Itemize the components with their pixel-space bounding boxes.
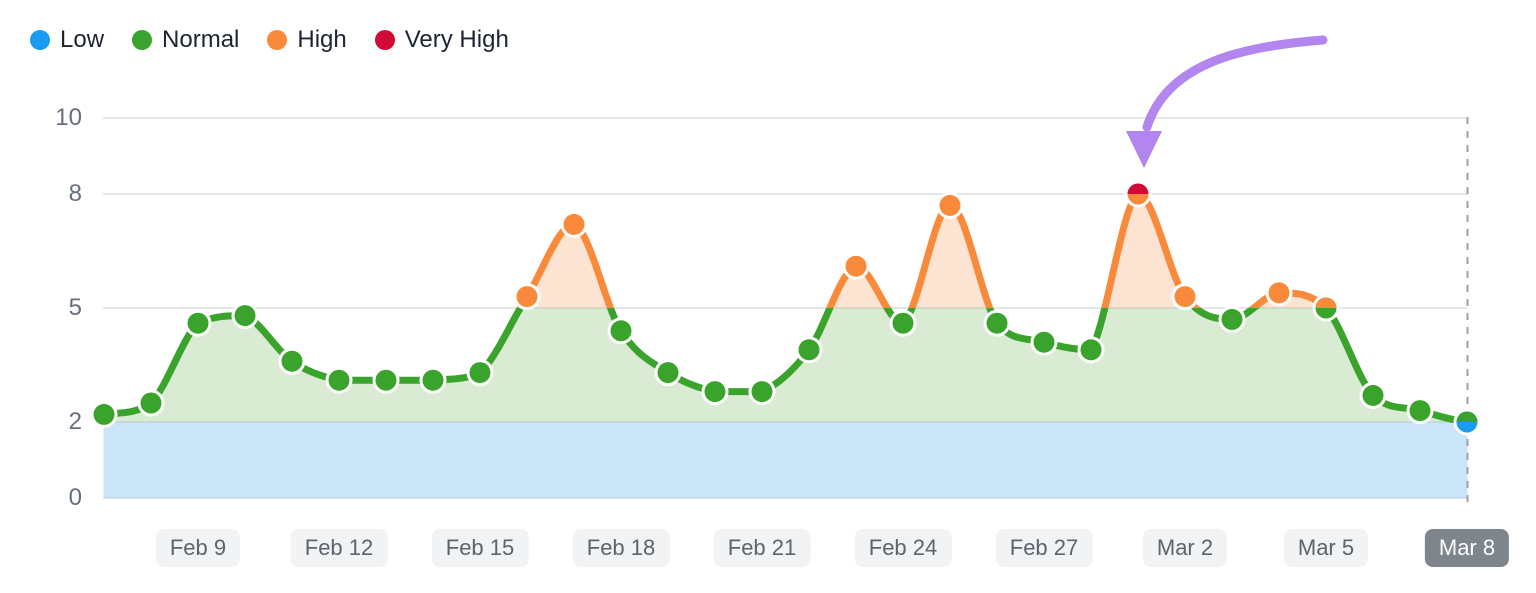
high-area-fill [520, 194, 1326, 308]
annotation-arrow [1126, 35, 1328, 168]
legend-label: Normal [162, 26, 240, 53]
legend-label: Very High [404, 26, 509, 53]
data-point-feb-10[interactable] [231, 302, 259, 330]
data-point-feb-9[interactable] [184, 309, 212, 337]
legend-item-very-high: Very High [374, 26, 509, 54]
y-axis-label-0: 0 [68, 484, 82, 511]
data-point-feb-19[interactable] [654, 359, 682, 387]
data-point-feb-16[interactable] [513, 283, 541, 311]
data-point-feb-7[interactable] [90, 400, 118, 428]
legend: Low Normal High Very High [30, 26, 509, 54]
y-axis-label-10: 10 [55, 104, 82, 131]
x-axis-label-feb-24[interactable]: Feb 24 [854, 529, 952, 567]
data-point-feb-24[interactable] [889, 309, 917, 337]
data-point-feb-8[interactable] [137, 389, 165, 417]
very-high-dot-icon [374, 30, 395, 50]
data-point-feb-12[interactable] [325, 366, 353, 394]
normal-dot-icon [132, 30, 153, 50]
data-point-feb-26[interactable] [983, 309, 1011, 337]
data-point-feb-22[interactable] [795, 336, 823, 364]
data-point-mar-3[interactable] [1218, 305, 1246, 333]
data-point-feb-17[interactable] [560, 210, 588, 238]
data-point-feb-28[interactable] [1077, 336, 1105, 364]
data-point-mar-4[interactable] [1265, 279, 1293, 307]
data-point-mar-2[interactable] [1171, 283, 1199, 311]
x-axis-label-feb-21[interactable]: Feb 21 [713, 529, 811, 567]
data-point-feb-20[interactable] [701, 378, 729, 406]
data-point-feb-27[interactable] [1030, 328, 1058, 356]
legend-item-low: Low [30, 26, 104, 54]
low-dot-icon [30, 30, 50, 50]
x-axis-label-feb-12[interactable]: Feb 12 [290, 529, 388, 567]
data-point-feb-25[interactable] [936, 191, 964, 219]
x-axis-label-mar-2[interactable]: Mar 2 [1142, 529, 1228, 567]
legend-label: Low [60, 26, 105, 53]
legend-item-high: High [267, 26, 347, 54]
x-axis-label-feb-27[interactable]: Feb 27 [995, 529, 1093, 567]
x-axis-label-feb-15[interactable]: Feb 15 [431, 529, 529, 567]
y-axis-label-8: 8 [68, 180, 82, 207]
y-axis-label-2: 2 [68, 408, 82, 435]
x-axis-label-mar-8[interactable]: Mar 8 [1424, 529, 1510, 567]
data-point-feb-11[interactable] [278, 347, 306, 375]
low-zone-band [103, 422, 1468, 498]
y-axis-label-5: 5 [68, 294, 82, 321]
normal-area-fill [104, 308, 1467, 422]
x-axis-label-feb-9[interactable]: Feb 9 [155, 529, 241, 567]
data-point-feb-21[interactable] [748, 378, 776, 406]
data-point-feb-14[interactable] [419, 366, 447, 394]
x-axis-label-feb-18[interactable]: Feb 18 [572, 529, 670, 567]
data-point-feb-23[interactable] [842, 252, 870, 280]
data-point-mar-1[interactable] [1124, 180, 1152, 208]
data-point-feb-15[interactable] [466, 359, 494, 387]
x-axis-label-mar-5[interactable]: Mar 5 [1283, 529, 1369, 567]
data-point-feb-18[interactable] [607, 317, 635, 345]
data-point-mar-8[interactable] [1453, 408, 1481, 436]
data-point-mar-5[interactable] [1312, 294, 1340, 322]
data-point-mar-7[interactable] [1406, 397, 1434, 425]
data-point-feb-13[interactable] [372, 366, 400, 394]
legend-item-normal: Normal [132, 26, 239, 54]
legend-label: High [297, 26, 347, 53]
data-point-mar-6[interactable] [1359, 381, 1387, 409]
high-dot-icon [267, 30, 288, 50]
